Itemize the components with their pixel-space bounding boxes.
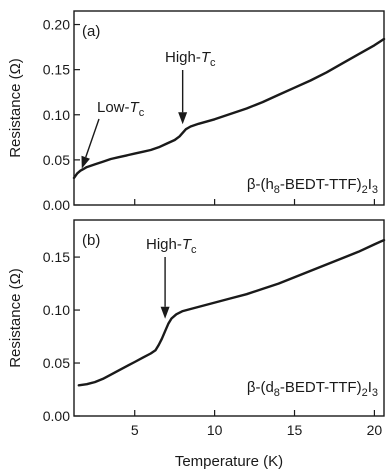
sample-a-prefix: β-(h: [247, 176, 274, 193]
y-ticks-a: 0.00 0.05 0.10 0.15 0.20: [43, 17, 80, 213]
y-tick-label-a-4: 0.20: [43, 17, 70, 33]
annotation-high-tc-a-sub: c: [210, 57, 216, 69]
y-tick-label-b-3: 0.15: [43, 249, 70, 265]
panel-label-a: (a): [82, 23, 100, 40]
annotation-high-tc-a: High-Tc: [165, 49, 216, 69]
sample-b-prefix: β-(d: [247, 379, 274, 396]
annotation-high-tc-b-sub: c: [191, 244, 197, 256]
sample-b-mid2: I: [368, 379, 372, 396]
x-tick-label-3: 20: [367, 422, 383, 438]
y-axis-title-b: Resistance (Ω): [7, 268, 24, 368]
y-tick-label-a-2: 0.10: [43, 107, 70, 123]
sample-a-middle: -BEDT-TTF): [280, 176, 362, 193]
y-tick-label-a-0: 0.00: [43, 197, 70, 213]
sample-a-sub2: 3: [372, 184, 378, 196]
x-ticks-a: [134, 199, 376, 205]
sample-b-sub2: 3: [372, 387, 378, 399]
y-tick-label-a-1: 0.05: [43, 152, 70, 168]
y-tick-label-a-3: 0.15: [43, 62, 70, 78]
x-axis-title: Temperature (K): [175, 453, 283, 470]
y-ticks-b: 0.00 0.05 0.10 0.15: [43, 249, 80, 424]
plot-frame-a: [73, 10, 385, 206]
sample-label-a: β-(h8-BEDT-TTF)2I3: [247, 176, 378, 196]
panel-a: 0.000.050.100.150.20 (a) Resistance (Ω) …: [7, 10, 386, 213]
sample-a-iso: 8: [274, 184, 280, 196]
plot-frame-b: [73, 219, 385, 417]
x-tick-label-2: 15: [287, 422, 303, 438]
arrow-low-tc-a: [81, 118, 100, 169]
arrow-low-a-shaft: [85, 118, 100, 158]
sample-label-b: β-(d8-BEDT-TTF)2I3: [247, 379, 378, 399]
annotation-high-tc-a-prefix: High-: [165, 49, 201, 66]
sample-a-mid2: I: [368, 176, 372, 193]
annotation-low-tc-a-t: T: [130, 99, 141, 116]
annotation-high-tc-b: High-Tc: [146, 236, 197, 256]
x-ticks-b: 5 10 15 20: [131, 410, 383, 438]
annotation-low-tc-a-sub: c: [139, 107, 145, 119]
annotation-low-tc-a-prefix: Low-: [97, 99, 130, 116]
sample-b-middle: -BEDT-TTF): [280, 379, 362, 396]
y-tick-label-b-0: 0.00: [43, 408, 70, 424]
annotation-high-tc-b-prefix: High-: [146, 236, 182, 253]
arrow-low-a-head: [81, 155, 90, 169]
arrow-high-tc-b: [160, 257, 170, 319]
sample-b-iso: 8: [274, 387, 280, 399]
arrow-high-a-head: [178, 112, 188, 125]
x-tick-label-1: 10: [207, 422, 223, 438]
resistance-curve-b: [77, 238, 386, 387]
panel-label-b: (b): [82, 232, 100, 249]
annotation-low-tc-a: Low-Tc: [97, 99, 145, 119]
y-tick-label-b-2: 0.10: [43, 302, 70, 318]
resistance-curve-a: [72, 37, 386, 180]
x-tick-label-0: 5: [131, 422, 139, 438]
arrow-high-b-head: [160, 306, 170, 319]
sample-b-sub1: 2: [362, 387, 368, 399]
panel-b: 0.00 0.05 0.10 0.15 5 10 15 20 (b) Resistance …: [7, 219, 386, 470]
sample-a-sub1: 2: [362, 184, 368, 196]
annotation-high-tc-a-t: T: [201, 49, 212, 66]
annotation-high-tc-b-t: T: [182, 236, 193, 253]
y-axis-title-a: Resistance (Ω): [7, 58, 24, 158]
y-tick-label-b-1: 0.05: [43, 355, 70, 371]
arrow-high-tc-a: [178, 70, 188, 125]
